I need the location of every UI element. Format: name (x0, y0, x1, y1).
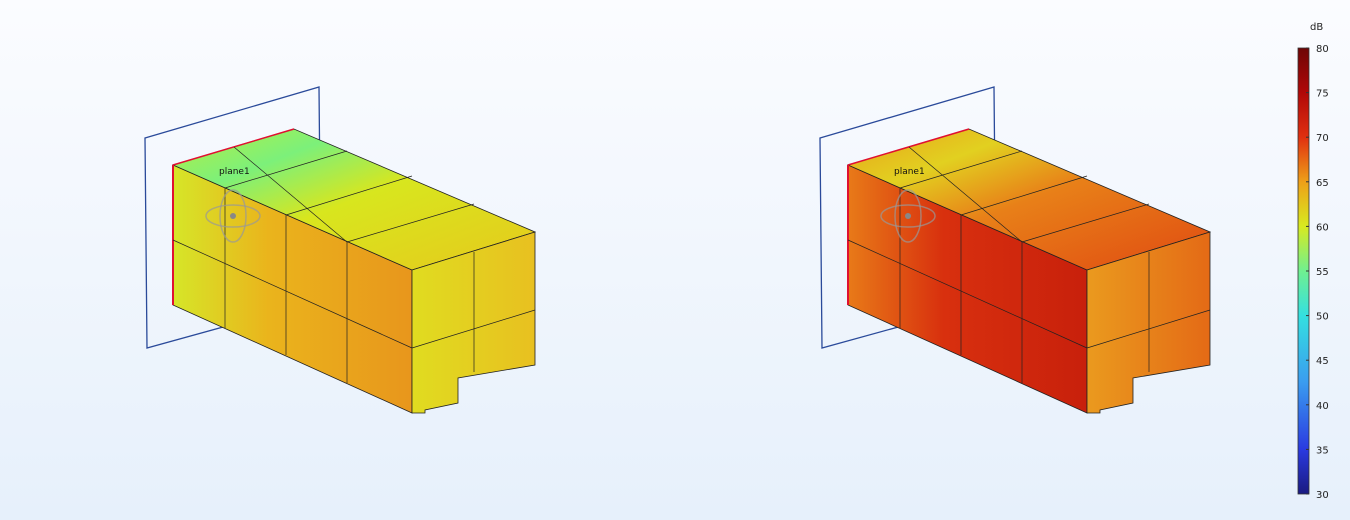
mesh-line (233, 146, 348, 243)
plane-manipulator-icon (880, 204, 936, 228)
colorbar-tick-label: 50 (1316, 312, 1329, 323)
plane-manipulator-icon (205, 204, 261, 228)
end-face (1086, 231, 1211, 414)
plane-manipulator-icon (219, 189, 247, 243)
mesh-line (960, 175, 1088, 216)
colorbar-tick-label: 80 (1316, 44, 1329, 55)
colorbar-tick-label: 55 (1316, 267, 1329, 278)
colorbar-tick-label: 75 (1316, 89, 1329, 100)
mesh-line (224, 150, 348, 189)
mesh-line (172, 239, 413, 349)
mesh-line (285, 175, 413, 216)
mesh-line (346, 203, 475, 243)
colorbar-tick-label: 65 (1316, 178, 1329, 189)
plane-label: plane1 (894, 167, 925, 177)
colorbar-tick-label: 70 (1316, 133, 1329, 144)
mesh-line (1021, 203, 1150, 243)
color-legend: dB 80 75 70 65 60 55 50 45 40 35 30 (1297, 22, 1329, 501)
mesh-line (908, 146, 1023, 243)
mesh-line (847, 239, 1088, 349)
mesh-line (1086, 309, 1211, 349)
plane-origin-icon (905, 213, 911, 219)
plane-origin-icon (230, 213, 236, 219)
colorbar-tick-label: 35 (1316, 445, 1329, 456)
mesh-line (411, 309, 536, 349)
colorbar-unit: dB (1310, 22, 1323, 33)
colorbar-tick-label: 60 (1316, 222, 1329, 233)
colorbar-tick-label: 45 (1316, 356, 1329, 367)
mesh-line (899, 150, 1023, 189)
right-model-view[interactable]: plane1 (819, 86, 1212, 414)
plane-manipulator-icon (894, 189, 922, 243)
left-model-view[interactable]: plane1 (144, 86, 537, 414)
end-face (411, 231, 536, 414)
colorbar-tick-label: 40 (1316, 401, 1329, 412)
edge-highlight (172, 128, 295, 166)
plane-label: plane1 (219, 167, 250, 177)
colorbar-tick-label: 30 (1316, 490, 1329, 501)
edge-highlight (847, 128, 970, 166)
